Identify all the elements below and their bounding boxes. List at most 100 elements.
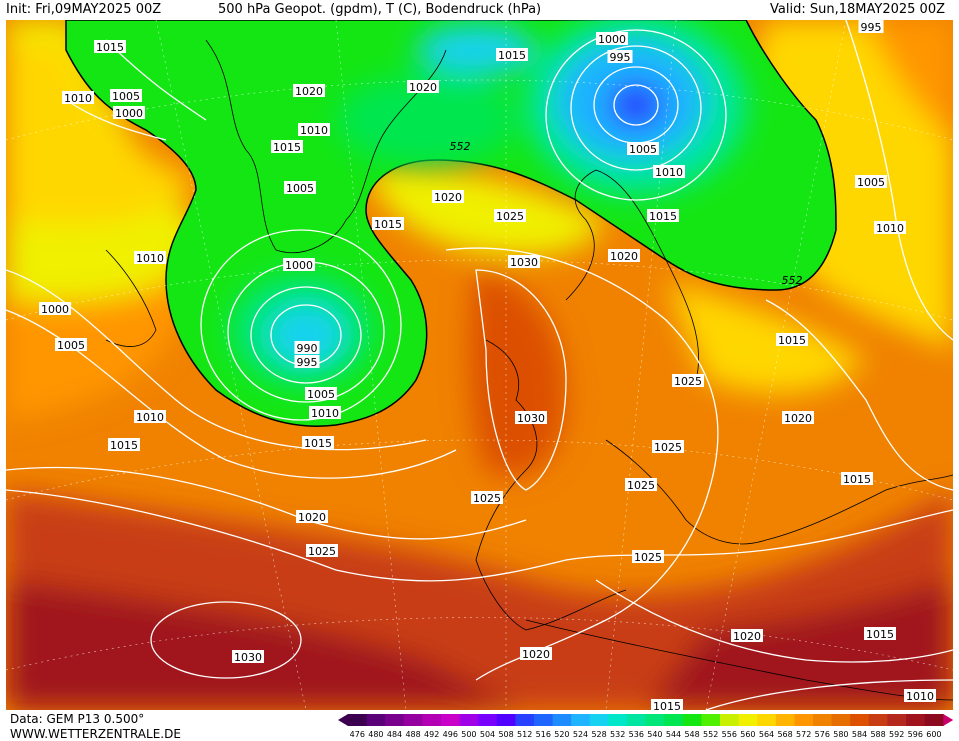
data-source: Data: GEM P13 0.500° bbox=[10, 712, 145, 726]
isobar-label: 1025 bbox=[471, 491, 503, 505]
isobar-label-text: 1010 bbox=[300, 124, 328, 137]
scale-tick-label: 580 bbox=[833, 730, 848, 739]
scale-tick-label: 568 bbox=[777, 730, 792, 739]
scale-swatch bbox=[627, 714, 647, 726]
scale-tick-label: 492 bbox=[424, 730, 439, 739]
scale-swatch bbox=[385, 714, 405, 726]
scale-swatch bbox=[813, 714, 833, 726]
scale-tick-label: 584 bbox=[852, 730, 867, 739]
isobar-label-text: 1030 bbox=[517, 412, 545, 425]
isobar-label-text: 1010 bbox=[136, 411, 164, 424]
isobars bbox=[6, 20, 953, 710]
scale-tick-label: 560 bbox=[740, 730, 755, 739]
scale-swatch bbox=[682, 714, 702, 726]
isobar-label: 1005 bbox=[855, 175, 887, 189]
isobar-label-text: 1015 bbox=[653, 700, 681, 710]
isobar-label: 1025 bbox=[672, 374, 704, 388]
isobar-label: 1025 bbox=[494, 209, 526, 223]
isobar-label: 995 bbox=[858, 20, 884, 34]
isobar-label-text: 1015 bbox=[374, 218, 402, 231]
isobar-label: 1020 bbox=[731, 629, 763, 643]
isobar-label-text: 1000 bbox=[285, 259, 313, 272]
scale-swatch bbox=[701, 714, 721, 726]
isobar-label-text: 1015 bbox=[304, 437, 332, 450]
geopotential-label-text: 552 bbox=[782, 274, 803, 287]
map-header: Init: Fri,09MAY2025 00Z 500 hPa Geopot. … bbox=[0, 0, 959, 20]
graticule bbox=[6, 20, 953, 710]
isobar-label-text: 1015 bbox=[273, 141, 301, 154]
scale-swatch bbox=[850, 714, 870, 726]
isobar-label: 1025 bbox=[306, 544, 338, 558]
isobar-label: 1025 bbox=[652, 440, 684, 454]
isobar-label: 1025 bbox=[632, 550, 664, 564]
scale-tick-label: 576 bbox=[815, 730, 830, 739]
scale-tick-label: 600 bbox=[926, 730, 941, 739]
isobar-label-text: 1005 bbox=[857, 176, 885, 189]
isobar-label-text: 1005 bbox=[286, 182, 314, 195]
isobar-label: 1030 bbox=[515, 411, 547, 425]
isobar-label-text: 1025 bbox=[308, 545, 336, 558]
isobar-label-text: 1000 bbox=[115, 107, 143, 120]
scale-swatch bbox=[868, 714, 888, 726]
isobar-label: 1000 bbox=[39, 302, 71, 316]
isobar-label: 1020 bbox=[782, 411, 814, 425]
isobar-label-text: 1005 bbox=[629, 143, 657, 156]
scale-tick-label: 484 bbox=[387, 730, 402, 739]
isobar-label: 1020 bbox=[432, 190, 464, 204]
scale-swatch bbox=[534, 714, 554, 726]
isobar-label-text: 995 bbox=[610, 51, 631, 64]
isobar-label: 1015 bbox=[841, 472, 873, 486]
isobar-label-text: 1030 bbox=[510, 256, 538, 269]
geopotential-labels: 552 552 bbox=[450, 140, 803, 287]
scale-swatch bbox=[720, 714, 740, 726]
scale-swatch bbox=[608, 714, 628, 726]
scale-tick-label: 480 bbox=[368, 730, 383, 739]
isobar-label: 1015 bbox=[864, 627, 896, 641]
geopotential-label-text: 552 bbox=[450, 140, 471, 153]
isobar-label: 1015 bbox=[108, 438, 140, 452]
scale-swatch bbox=[348, 714, 368, 726]
isobar-label: 1010 bbox=[653, 165, 685, 179]
isobar-label-text: 1025 bbox=[496, 210, 524, 223]
scale-swatch bbox=[645, 714, 665, 726]
isobar-label-text: 1020 bbox=[784, 412, 812, 425]
isobar-label: 1015 bbox=[94, 40, 126, 54]
isobar-label: 1000 bbox=[596, 32, 628, 46]
isobar-labels: 1015 1010 1005 1000 1020 1010 1015 1020 1015 1000… bbox=[39, 20, 936, 710]
isobar-label-text: 1015 bbox=[96, 41, 124, 54]
isobar-label-text: 1015 bbox=[649, 210, 677, 223]
scale-tick-label: 552 bbox=[703, 730, 718, 739]
isobar-label: 1030 bbox=[508, 255, 540, 269]
scale-swatch bbox=[589, 714, 609, 726]
isobar-label-text: 1000 bbox=[41, 303, 69, 316]
isobar-label: 1000 bbox=[283, 258, 315, 272]
map-title: 500 hPa Geopot. (gpdm), T (C), Bodendruc… bbox=[218, 2, 542, 17]
isobar-label: 1005 bbox=[55, 338, 87, 352]
scale-tick-label: 512 bbox=[517, 730, 532, 739]
scale-tick-label: 596 bbox=[908, 730, 923, 739]
color-scale: 476 480 484 488 492 496 500 504 508 512 516 520 524 5… bbox=[338, 714, 954, 739]
isobar-label: 1010 bbox=[62, 91, 94, 105]
isobar-label: 1010 bbox=[134, 410, 166, 424]
scale-swatch bbox=[906, 714, 926, 726]
scale-tick-label: 500 bbox=[461, 730, 476, 739]
isobar-label: 1025 bbox=[625, 478, 657, 492]
init-time: Init: Fri,09MAY2025 00Z bbox=[6, 2, 162, 17]
scale-tick-label: 476 bbox=[350, 730, 365, 739]
isobar-label: 1015 bbox=[302, 436, 334, 450]
scale-tick-label: 540 bbox=[647, 730, 662, 739]
scale-swatch bbox=[571, 714, 591, 726]
isobar-label-text: 1025 bbox=[627, 479, 655, 492]
isobar-label-text: 1005 bbox=[307, 388, 335, 401]
valid-time: Valid: Sun,18MAY2025 00Z bbox=[770, 2, 945, 17]
scale-swatch bbox=[664, 714, 684, 726]
isobar-label-text: 1010 bbox=[64, 92, 92, 105]
isobar-label-text: 995 bbox=[861, 21, 882, 34]
isobar-label: 995 bbox=[294, 355, 320, 369]
isobar-label-text: 1020 bbox=[522, 648, 550, 661]
geopotential-label: 552 bbox=[450, 140, 471, 153]
scale-tick-label: 488 bbox=[405, 730, 420, 739]
geopotential-label: 552 bbox=[782, 274, 803, 287]
isobar-label-text: 1005 bbox=[112, 90, 140, 103]
isobar-label: 1015 bbox=[651, 699, 683, 710]
